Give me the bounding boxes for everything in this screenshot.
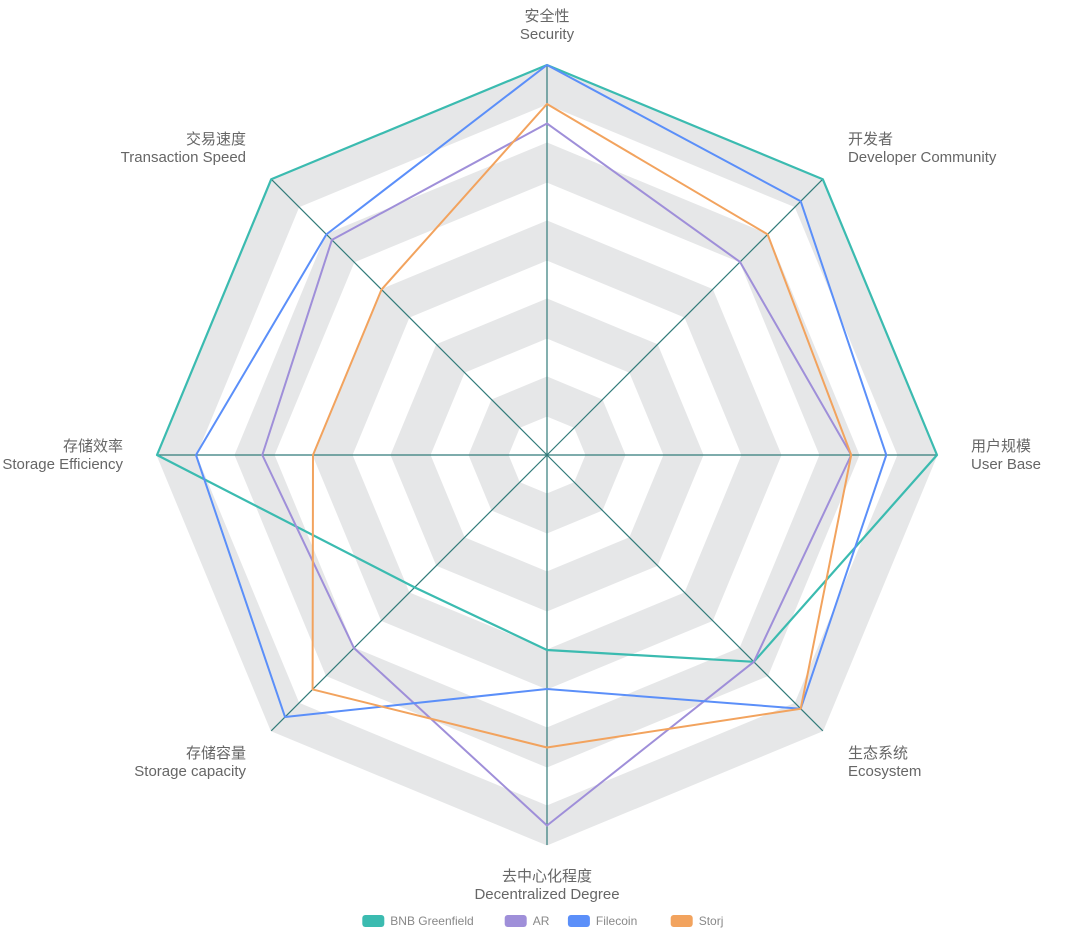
axis-label-en: Ecosystem: [848, 763, 921, 780]
axis-label-en: Transaction Speed: [121, 149, 246, 166]
axis-label-en: Developer Community: [848, 149, 997, 166]
legend-label[interactable]: Filecoin: [596, 914, 637, 928]
radar-chart: 安全性Security 开发者Developer Community 用户规模Use…: [0, 0, 1080, 946]
radar-axes: [157, 65, 937, 845]
legend-label[interactable]: BNB Greenfield: [390, 914, 473, 928]
axis-label-cn: 去中心化程度: [502, 868, 592, 885]
axis-label-en: Storage Efficiency: [2, 456, 123, 473]
legend-label[interactable]: Storj: [699, 914, 724, 928]
axis-label-cn: 存储容量: [186, 745, 246, 762]
legend: BNB Greenfield AR Filecoin Storj: [362, 914, 723, 928]
axis-label-en: Decentralized Degree: [474, 886, 619, 903]
axis-label-en: User Base: [971, 456, 1041, 473]
axis-label-cn: 存储效率: [63, 438, 123, 455]
legend-swatch[interactable]: [671, 915, 693, 927]
legend-label[interactable]: AR: [533, 914, 550, 928]
axis-label-cn: 用户规模: [971, 438, 1031, 455]
axis-label-cn: 安全性: [524, 7, 569, 25]
axis-label-en: Security: [520, 26, 575, 43]
axis-label-cn: 生态系统: [848, 745, 908, 762]
axis-label-en: Storage capacity: [134, 763, 246, 780]
legend-swatch[interactable]: [505, 915, 527, 927]
axis-label-cn: 开发者: [848, 131, 893, 148]
axis-label-cn: 交易速度: [186, 130, 246, 148]
legend-swatch[interactable]: [362, 915, 384, 927]
legend-swatch[interactable]: [568, 915, 590, 927]
